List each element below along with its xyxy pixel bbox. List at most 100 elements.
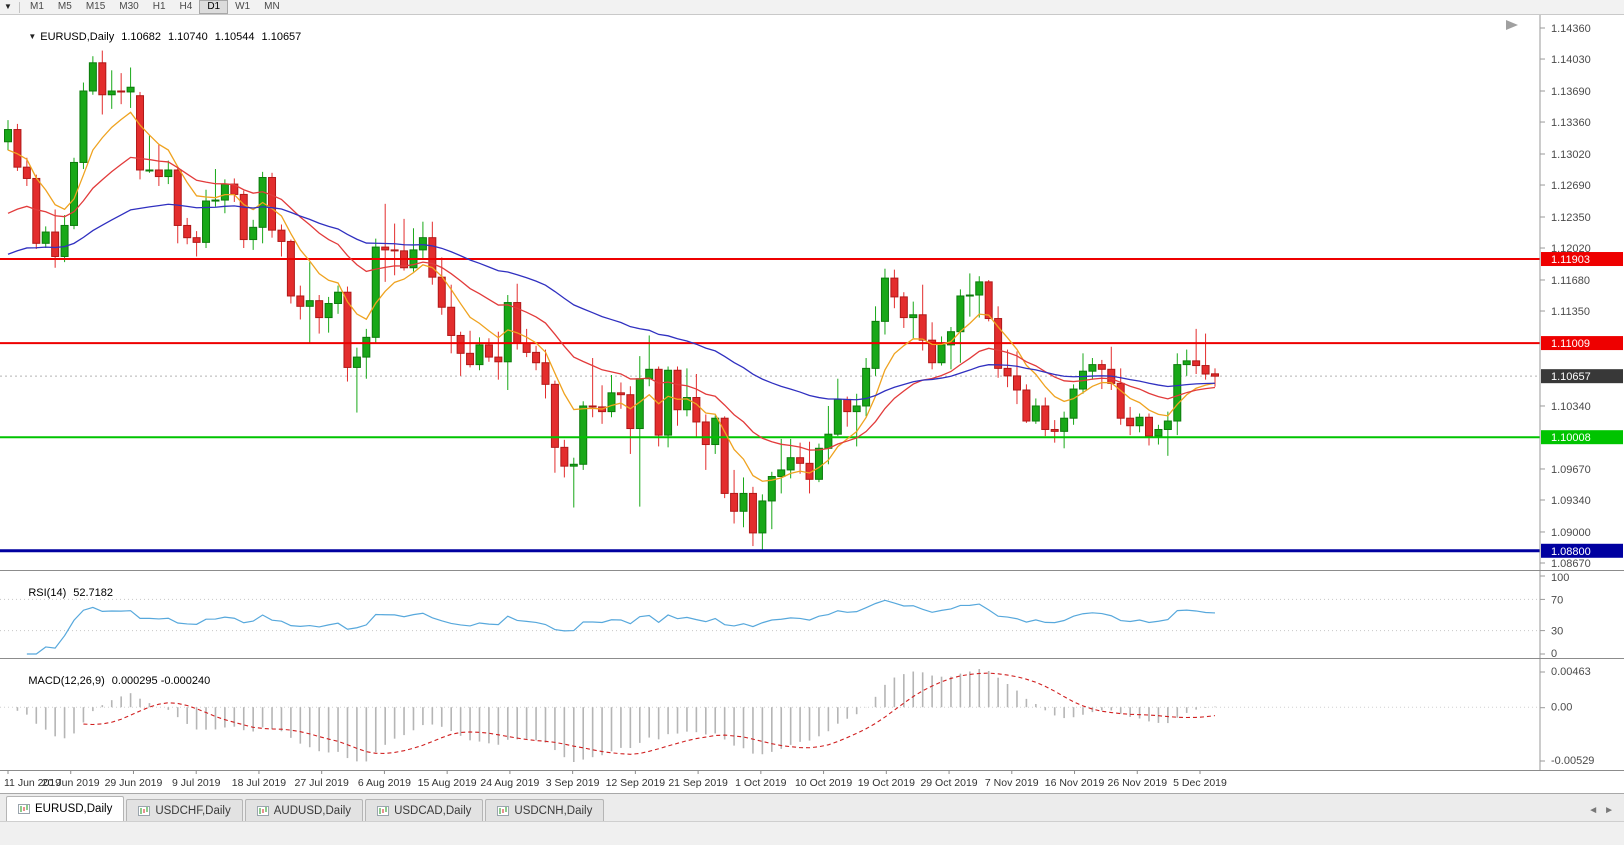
rsi-tick-label: 0: [1551, 648, 1557, 659]
rsi-tick-label: 100: [1551, 572, 1569, 584]
price-tick-label: 1.12350: [1551, 212, 1591, 224]
time-axis[interactable]: 11 Jun 2019 20 Jun 2019 29 Jun 2019 9 Jul 2…: [0, 771, 1624, 793]
moving-average-line: [7, 203, 1216, 401]
chart-tab-bar: EURUSD,Daily USDCHF,Daily AUDUSD,Daily U…: [0, 793, 1624, 821]
timeframe-button-m1[interactable]: M1: [30, 1, 44, 12]
macd-tick-label: 0.00463: [1551, 666, 1591, 678]
open-value: 1.10682: [121, 31, 161, 43]
date-tick-label: 29 Oct 2019: [920, 777, 977, 789]
rsi-indicator-value: 52.7182: [73, 587, 114, 599]
price-line-badge-label: 1.11903: [1551, 254, 1590, 266]
price-tick-label: 1.14030: [1551, 54, 1591, 66]
chart-tab-audusd[interactable]: AUDUSD,Daily: [244, 799, 364, 821]
timeframe-button-m30[interactable]: M30: [119, 1, 139, 12]
price-tick-label: 1.10340: [1551, 401, 1591, 413]
macd-tick-label: -0.00529: [1551, 755, 1594, 767]
macd-histogram: [16, 669, 1216, 762]
chart-menu-dropdown-icon[interactable]: ▼: [4, 2, 12, 11]
date-tick-label: 9 Jul 2019: [172, 777, 221, 789]
price-line-badge: [1541, 252, 1623, 267]
price-tick-label: 1.08670: [1551, 558, 1591, 570]
macd-signal-line: [83, 672, 1216, 755]
timeframe-button-mn[interactable]: MN: [264, 1, 280, 12]
date-tick-label: 20 Jun 2019: [42, 777, 100, 789]
date-tick-label: 16 Nov 2019: [1045, 777, 1105, 789]
macd-indicator-name: MACD(12,26,9): [28, 675, 105, 687]
chart-shift-marker[interactable]: [1506, 20, 1518, 30]
price-tick-label: 1.11680: [1551, 275, 1590, 287]
macd-indicator-panel[interactable]: 0.00463 0.00 -0.00529 MACD(12,26,9) 0.00029…: [0, 659, 1624, 771]
symbol-dropdown-icon[interactable]: ▼: [28, 32, 37, 41]
rsi-header: RSI(14) 52.7182: [10, 575, 120, 611]
date-tick-label: 5 Dec 2019: [1173, 777, 1227, 789]
date-tick-label: 7 Nov 2019: [985, 777, 1039, 789]
rsi-indicator-panel[interactable]: 100 70 30 0 RSI(14) 52.7182: [0, 571, 1624, 659]
date-tick-label: 19 Oct 2019: [858, 777, 915, 789]
candlestick-chart[interactable]: 1.14360 1.14030 1.13690 1.13360 1.13020 1.126…: [0, 15, 1624, 571]
timeframe-button-d1[interactable]: D1: [199, 0, 229, 14]
timeframe-button-m5[interactable]: M5: [57, 1, 72, 12]
timeframe-button-w1[interactable]: W1: [235, 1, 251, 12]
price-line-badge: [1541, 543, 1623, 558]
date-tick-label: 27 Jul 2019: [295, 777, 349, 789]
date-tick-label: 12 Sep 2019: [606, 777, 666, 789]
timeframe-button-m15[interactable]: M15: [85, 1, 106, 12]
rsi-chart[interactable]: 100 70 30 0: [0, 571, 1624, 659]
price-line-badge-label: 1.11009: [1551, 338, 1590, 350]
chart-tab-eurusd[interactable]: EURUSD,Daily: [6, 796, 125, 821]
candlestick-chart-icon: [497, 805, 510, 816]
price-tick-label: 1.11350: [1551, 306, 1590, 318]
date-tick-label: 11 Jun 2019: [4, 777, 61, 789]
price-tick-label: 1.12020: [1551, 243, 1591, 255]
date-tick-label: 21 Sep 2019: [668, 777, 728, 789]
price-tick-label: 1.09000: [1551, 527, 1591, 539]
date-tick-label: 3 Sep 2019: [546, 777, 600, 789]
price-tick-label: 1.13690: [1551, 86, 1591, 98]
macd-indicator-values: 0.000295 -0.000240: [111, 675, 211, 687]
timeframe-button-h4[interactable]: H4: [179, 1, 193, 12]
rsi-indicator-name: RSI(14): [28, 587, 67, 599]
price-tick-label: 1.09670: [1551, 464, 1591, 476]
candlestick-chart-icon: [138, 805, 151, 816]
price-tick-label: 1.09340: [1551, 495, 1591, 507]
macd-chart[interactable]: 0.00463 0.00 -0.00529: [0, 659, 1624, 771]
date-tick-label: 29 Jun 2019: [105, 777, 163, 789]
tabs-scroll-right-icon[interactable]: ►: [1604, 805, 1614, 816]
chart-ohlc-header: ▼ EURUSD,Daily 1.10682 1.10740 1.10544 1.1065…: [10, 19, 308, 55]
price-line-badge-label: 1.10657: [1551, 371, 1591, 383]
timeframe-button-h1[interactable]: H1: [152, 1, 166, 12]
chart-tab-usdchf[interactable]: USDCHF,Daily: [126, 799, 243, 821]
date-tick-label: 24 Aug 2019: [480, 777, 539, 789]
price-chart-panel[interactable]: 1.14360 1.14030 1.13690 1.13360 1.13020 1.126…: [0, 15, 1624, 571]
rsi-line: [26, 599, 1216, 655]
toolbar-separator: [19, 1, 20, 13]
candlestick-chart-icon: [377, 805, 390, 816]
tab-label: USDCHF,Daily: [155, 804, 231, 817]
candlestick-chart-icon: [18, 804, 30, 814]
rsi-tick-label: 70: [1551, 594, 1563, 606]
macd-header: MACD(12,26,9) 0.000295 -0.000240: [10, 663, 217, 699]
status-strip: [0, 821, 1624, 845]
high-value: 1.10740: [168, 31, 208, 43]
date-tick-label: 15 Aug 2019: [418, 777, 477, 789]
date-tick-label: 10 Oct 2019: [795, 777, 852, 789]
price-tick-label: 1.13360: [1551, 117, 1591, 129]
date-tick-label: 18 Jul 2019: [232, 777, 286, 789]
tabs-scroll-left-icon[interactable]: ◄: [1588, 805, 1599, 816]
tab-label: USDCNH,Daily: [514, 804, 593, 817]
tab-label: AUDUSD,Daily: [273, 804, 352, 817]
candles: [4, 50, 1219, 552]
low-value: 1.10544: [214, 31, 255, 43]
price-tick-label: 1.14360: [1551, 23, 1591, 35]
price-line-badge: [1541, 336, 1623, 351]
tab-label: EURUSD,Daily: [35, 803, 113, 815]
chart-tab-usdcnh[interactable]: USDCNH,Daily: [485, 799, 605, 821]
date-tick-label: 1 Oct 2019: [735, 777, 787, 789]
close-value: 1.10657: [261, 31, 302, 43]
symbol-period-label: EURUSD,Daily: [40, 31, 115, 43]
price-tick-label: 1.13020: [1551, 149, 1591, 161]
price-line-badge-label: 1.08800: [1551, 546, 1591, 558]
chart-tab-usdcad[interactable]: USDCAD,Daily: [365, 799, 484, 821]
